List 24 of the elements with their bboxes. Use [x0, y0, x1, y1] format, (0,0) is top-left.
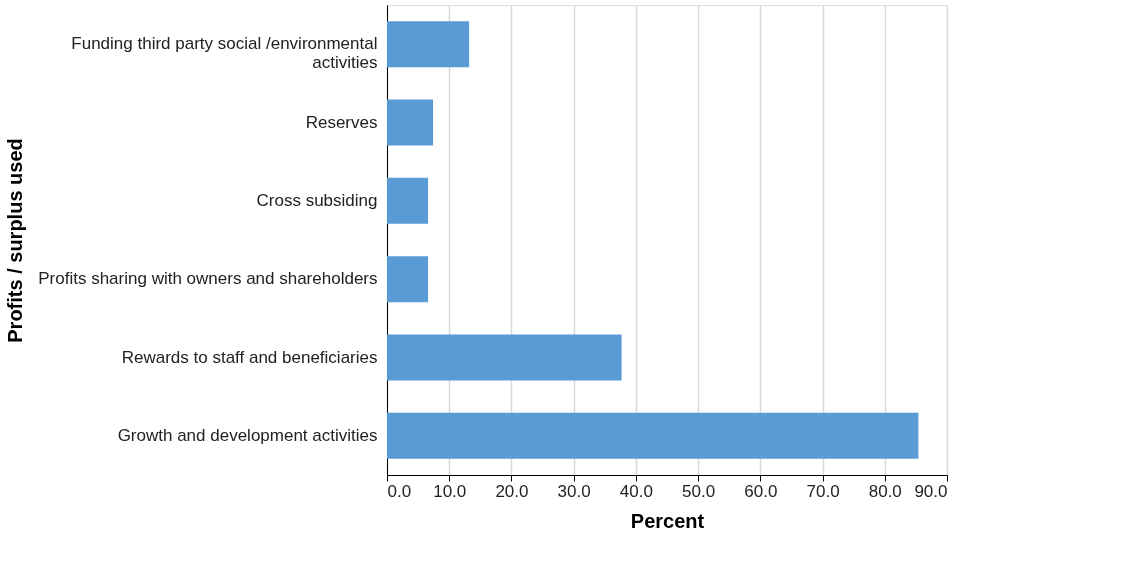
x-tick-label: 0.0	[387, 481, 412, 501]
x-tick-label: 10.0	[433, 481, 467, 501]
x-axis-title: Percent	[630, 509, 705, 532]
bar	[387, 412, 919, 459]
x-tick-label: 50.0	[682, 481, 716, 501]
y-tick-label: Reserves	[305, 112, 378, 132]
x-tick-label: 40.0	[619, 481, 653, 501]
y-tick-label: Profits sharing with owners and shareholders	[38, 269, 378, 289]
y-tick-label: Cross subsiding	[256, 190, 378, 210]
x-tick-label: 60.0	[744, 481, 778, 501]
y-axis-title: Profits / surplus used	[3, 138, 26, 343]
y-tick-label: Rewards to staff and beneficiaries	[121, 347, 378, 367]
y-tick-label: Funding third party social /environmental activities	[71, 34, 378, 73]
x-tick-label: 30.0	[557, 481, 591, 501]
bar	[387, 99, 434, 146]
bar	[387, 256, 429, 303]
x-tick-label: 70.0	[806, 481, 840, 501]
x-tick-label: 20.0	[495, 481, 529, 501]
bar	[387, 334, 622, 381]
y-tick-label: Growth and development activities	[117, 425, 378, 445]
x-tick-label: 80.0	[868, 481, 902, 501]
bar	[387, 177, 429, 224]
x-tick-label: 90.0	[914, 481, 948, 501]
bar	[387, 21, 470, 68]
